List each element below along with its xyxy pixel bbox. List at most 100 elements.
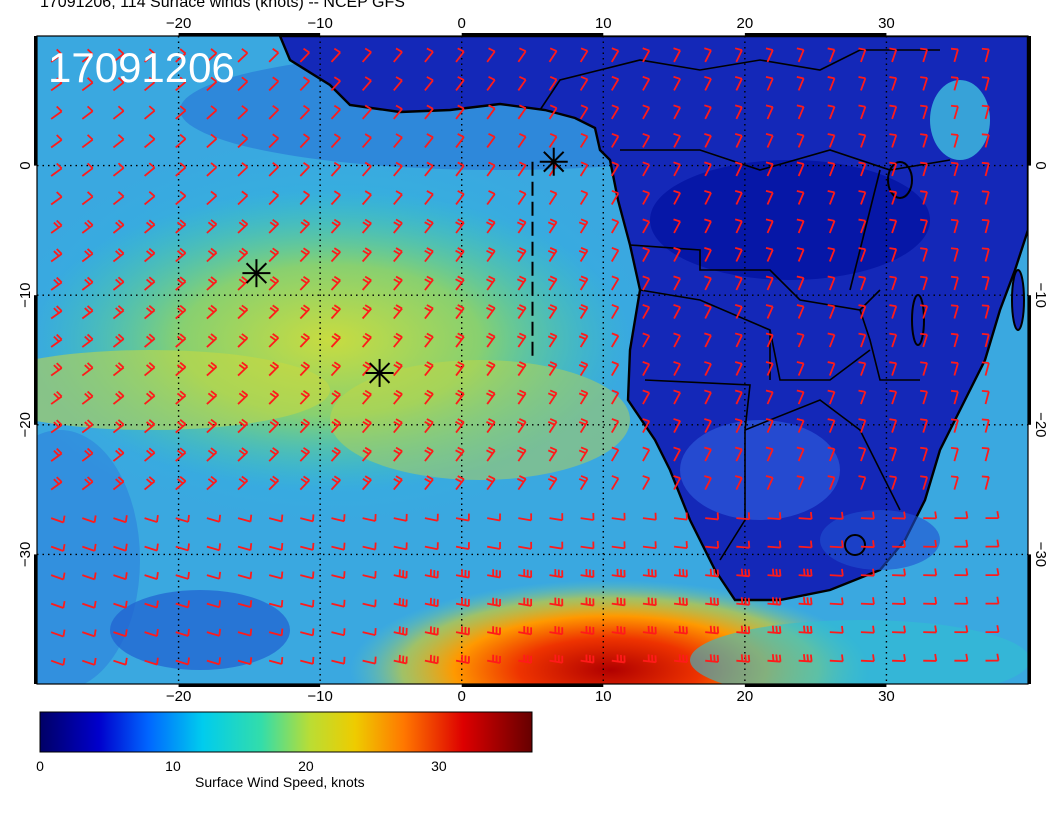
wind-barb <box>175 418 187 434</box>
wind-barb <box>112 362 125 377</box>
wind-barb <box>206 133 218 149</box>
wind-barb <box>517 190 527 205</box>
wind-barb <box>981 390 990 405</box>
wind-barb <box>206 247 218 263</box>
wind-barb <box>516 389 527 405</box>
lon-tick-label-top: 20 <box>737 15 754 32</box>
wind-barb <box>827 475 836 490</box>
frame-bar-right <box>1028 554 1031 684</box>
wind-barb <box>673 541 688 549</box>
wind-barb <box>611 597 626 607</box>
wind-barb <box>455 542 470 551</box>
wind-barb <box>858 161 867 177</box>
wind-barb <box>237 600 253 609</box>
wind-barb <box>642 275 651 291</box>
wind-barb <box>268 599 284 608</box>
wind-barb <box>578 332 589 348</box>
wind-barb <box>642 218 651 234</box>
wind-barb <box>981 47 990 63</box>
wind-barb <box>268 133 280 149</box>
wind-barb <box>424 542 439 551</box>
wind-barb <box>81 77 94 92</box>
wind-barb <box>268 390 280 405</box>
wind-barb <box>796 218 805 234</box>
wind-barb <box>455 104 465 120</box>
wind-barb <box>923 625 938 634</box>
wind-barb <box>985 568 1000 577</box>
wind-barb <box>578 418 589 434</box>
wind-barb <box>981 218 990 234</box>
wind-barb <box>611 161 620 177</box>
wind-barb <box>82 515 97 524</box>
wind-barb <box>486 304 496 320</box>
wind-barb <box>858 446 867 462</box>
wind-barb <box>424 569 439 579</box>
storm-marker <box>242 259 271 288</box>
wind-barb <box>765 475 774 490</box>
wind-barb <box>175 219 187 234</box>
wind-barb <box>889 104 898 120</box>
wind-barb <box>81 390 94 405</box>
wind-barb <box>827 161 836 177</box>
wind-barb <box>268 247 280 263</box>
wind-barbs <box>50 47 1000 666</box>
wind-barb <box>81 162 94 177</box>
wind-barb <box>175 600 190 609</box>
wind-barb <box>361 418 372 434</box>
wind-barb <box>455 247 465 263</box>
wind-barb <box>237 628 253 637</box>
wind-barb <box>642 161 651 177</box>
wind-barb <box>611 247 620 262</box>
wind-barb <box>827 389 836 405</box>
wind-barb <box>268 276 280 291</box>
wind-barb <box>175 304 187 320</box>
wind-barb <box>393 247 403 263</box>
wind-barb <box>50 390 63 405</box>
wind-barb <box>330 418 341 434</box>
wind-barb <box>765 332 774 348</box>
wind-barb <box>237 76 249 92</box>
wind-barb <box>144 133 156 149</box>
wind-barb <box>487 626 501 636</box>
wind-barb <box>144 572 159 580</box>
wind-barb <box>516 275 527 291</box>
lon-tick-label-top: 0 <box>458 15 466 32</box>
wind-barb <box>549 513 564 522</box>
wind-barb <box>950 475 959 490</box>
wind-barb <box>954 539 969 548</box>
wind-barb <box>547 475 558 491</box>
wind-barb <box>424 418 434 434</box>
wind-barb <box>858 218 867 234</box>
wind-barb <box>518 513 533 522</box>
wind-barb <box>611 332 620 348</box>
wind-barb <box>549 597 564 607</box>
wind-barb <box>206 657 222 666</box>
wind-barb <box>796 190 805 205</box>
wind-barb <box>767 654 782 663</box>
wind-barb <box>734 275 743 291</box>
wind-barb <box>642 132 651 148</box>
wind-barb <box>50 77 63 92</box>
wind-barb <box>516 418 527 434</box>
wind-barb <box>330 190 341 206</box>
wind-barb <box>736 625 751 635</box>
wind-barb <box>144 247 156 263</box>
wind-barb <box>736 597 751 606</box>
wind-speed-field <box>37 36 1028 684</box>
wind-barb <box>393 361 403 377</box>
wind-barb <box>144 600 159 609</box>
wind-barb <box>424 275 434 291</box>
wind-barb <box>611 361 620 377</box>
wind-barb <box>486 47 496 63</box>
wind-barb <box>579 161 589 177</box>
wind-barb <box>299 333 310 348</box>
wind-barb <box>81 248 94 263</box>
wind-barb <box>889 161 898 177</box>
wind-barb <box>767 597 782 606</box>
lat-tick-label-right: −20 <box>1032 412 1049 437</box>
wind-barb <box>734 389 743 405</box>
wind-barb <box>860 568 875 577</box>
wind-barb <box>796 446 805 462</box>
wind-barb <box>642 512 657 521</box>
wind-barb <box>50 515 66 524</box>
